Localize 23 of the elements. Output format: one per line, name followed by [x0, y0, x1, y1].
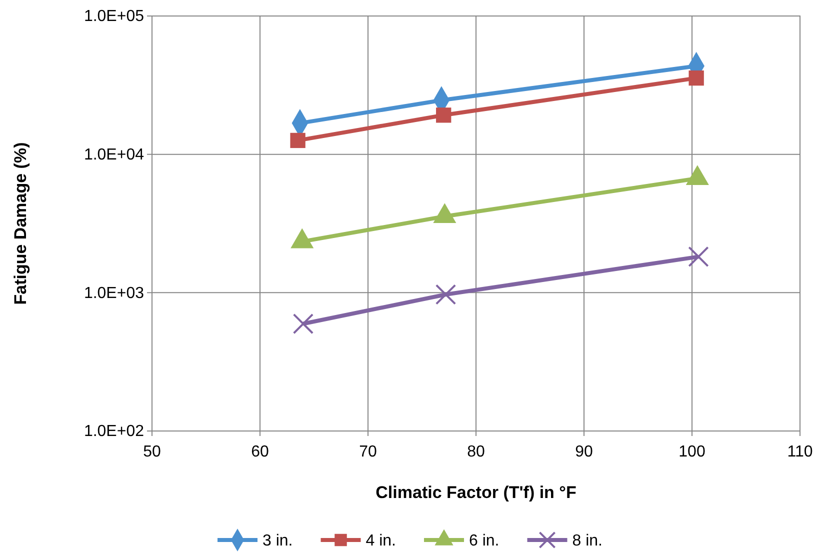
- x-tick-label: 80: [467, 444, 485, 461]
- point: [688, 246, 709, 268]
- point: [436, 108, 452, 123]
- x-tick-label: 100: [678, 444, 706, 461]
- legend-label: 4 in.: [366, 532, 396, 550]
- y-tick-label: 1.0E+03: [84, 284, 144, 302]
- x-tick-label: 50: [143, 444, 161, 461]
- x-tick-label: 90: [575, 444, 593, 461]
- y-tick-label: 1.0E+02: [84, 423, 144, 440]
- legend-label: 8 in.: [572, 532, 602, 550]
- legend-label: 6 in.: [469, 532, 500, 550]
- point: [688, 70, 704, 86]
- y-tick-label: 1.0E+04: [84, 146, 144, 164]
- point: [435, 284, 456, 305]
- x-axis-title: Climatic Factor (T'f) in °F: [376, 483, 576, 502]
- x-tick-label: 60: [251, 444, 269, 461]
- y-tick-label: 1.0E+05: [84, 8, 144, 26]
- point: [290, 132, 306, 148]
- legend-label: 3 in.: [262, 532, 293, 550]
- x-tick-label: 110: [787, 444, 813, 461]
- x-tick-label: 70: [359, 444, 377, 461]
- y-axis-title: Fatigue Damage (%): [11, 142, 30, 305]
- point: [292, 313, 314, 334]
